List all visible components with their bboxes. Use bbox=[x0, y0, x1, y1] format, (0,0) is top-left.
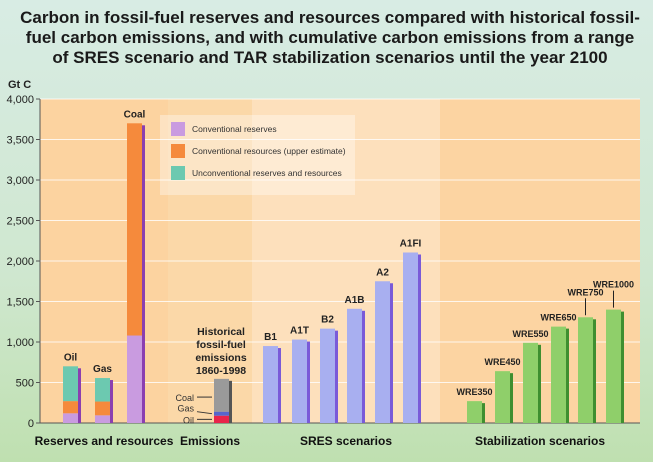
bar-segment bbox=[95, 401, 110, 416]
segment-label: Oil bbox=[183, 415, 194, 425]
bar-label: A1B bbox=[344, 295, 364, 306]
bar-label: A1T bbox=[290, 326, 309, 337]
bar-label: Oil bbox=[64, 352, 78, 363]
bar-segment bbox=[214, 378, 229, 412]
bar-shadow bbox=[566, 328, 569, 423]
bar-segment bbox=[214, 411, 229, 416]
bar-shadow bbox=[142, 125, 145, 424]
legend-label: Unconventional reserves and resources bbox=[192, 168, 342, 178]
bar-shadow bbox=[510, 373, 513, 423]
bar bbox=[263, 346, 278, 423]
bar-shadow bbox=[593, 319, 596, 423]
bar-shadow bbox=[390, 283, 393, 423]
annotation-line: fossil-fuel bbox=[196, 339, 246, 351]
bar-shadow bbox=[362, 310, 365, 423]
bar-segment bbox=[127, 335, 142, 423]
bar-shadow bbox=[538, 344, 541, 423]
bar-label: B1 bbox=[264, 332, 277, 343]
bar bbox=[375, 281, 390, 423]
bar-segment bbox=[127, 123, 142, 336]
segment-label: Gas bbox=[177, 404, 194, 414]
bar-label: WRE1000 bbox=[593, 280, 634, 290]
bar bbox=[606, 309, 621, 423]
bar-label: A1FI bbox=[400, 238, 422, 249]
bar bbox=[495, 371, 510, 423]
bar-shadow bbox=[110, 380, 113, 423]
bar bbox=[578, 317, 593, 423]
bar-label: WRE650 bbox=[540, 313, 576, 323]
bar bbox=[551, 326, 566, 423]
group-label: Reserves and resources bbox=[35, 434, 174, 448]
bar-label: A2 bbox=[376, 267, 389, 278]
bar-label: B2 bbox=[321, 315, 334, 326]
y-tick-label: 0 bbox=[28, 418, 34, 430]
bar-shadow bbox=[229, 380, 232, 423]
bar bbox=[403, 252, 418, 423]
group-label: SRES scenarios bbox=[300, 434, 392, 448]
chart-title: Carbon in fossil-fuel reserves and resou… bbox=[20, 8, 640, 67]
annotation-line: emissions bbox=[195, 352, 247, 364]
bar-shadow bbox=[418, 254, 421, 423]
bar-shadow bbox=[482, 403, 485, 423]
bar-segment bbox=[95, 415, 110, 423]
bar bbox=[523, 342, 538, 423]
group-label: Stabilization scenarios bbox=[475, 434, 605, 448]
bar-shadow bbox=[307, 341, 310, 423]
bar-shadow bbox=[278, 348, 281, 423]
bar bbox=[467, 401, 482, 423]
bar-shadow bbox=[335, 330, 338, 423]
bar-segment bbox=[95, 378, 110, 402]
y-tick-label: 2,500 bbox=[6, 216, 34, 228]
bar bbox=[292, 339, 307, 423]
y-tick-label: 2,000 bbox=[6, 256, 34, 268]
y-tick-label: 500 bbox=[16, 378, 34, 390]
bar-label: WRE550 bbox=[512, 329, 548, 339]
segment-arrow bbox=[196, 411, 213, 415]
bar-label: WRE750 bbox=[567, 287, 603, 297]
y-tick-label: 1,000 bbox=[6, 337, 34, 349]
legend-label: Conventional resources (upper estimate) bbox=[192, 146, 346, 156]
bar-segment bbox=[63, 401, 78, 414]
legend-label: Conventional reserves bbox=[192, 124, 277, 134]
bar-shadow bbox=[621, 311, 624, 423]
bar bbox=[320, 328, 335, 423]
legend-swatch bbox=[171, 166, 185, 180]
y-tick-label: 3,000 bbox=[6, 175, 34, 187]
bar-shadow bbox=[78, 368, 81, 423]
bar-segment bbox=[214, 415, 229, 423]
y-tick-label: 4,000 bbox=[6, 94, 34, 106]
bar-label: Gas bbox=[93, 364, 112, 375]
legend-swatch bbox=[171, 122, 185, 136]
annotation-line: Historical bbox=[197, 326, 245, 338]
bar bbox=[347, 308, 362, 423]
bar-label: Coal bbox=[124, 109, 146, 120]
bar-label: WRE450 bbox=[484, 357, 520, 367]
legend-swatch bbox=[171, 144, 185, 158]
group-label: Emissions bbox=[180, 434, 240, 448]
segment-label: Coal bbox=[175, 393, 194, 403]
y-tick-label: 1,500 bbox=[6, 297, 34, 309]
legend-box bbox=[160, 115, 355, 195]
bar-segment bbox=[63, 413, 78, 423]
y-axis-label: Gt C bbox=[8, 79, 31, 91]
bar-label: WRE350 bbox=[456, 387, 492, 397]
y-tick-label: 3,500 bbox=[6, 135, 34, 147]
annotation-line: 1860-1998 bbox=[196, 365, 246, 377]
bar-segment bbox=[63, 366, 78, 402]
